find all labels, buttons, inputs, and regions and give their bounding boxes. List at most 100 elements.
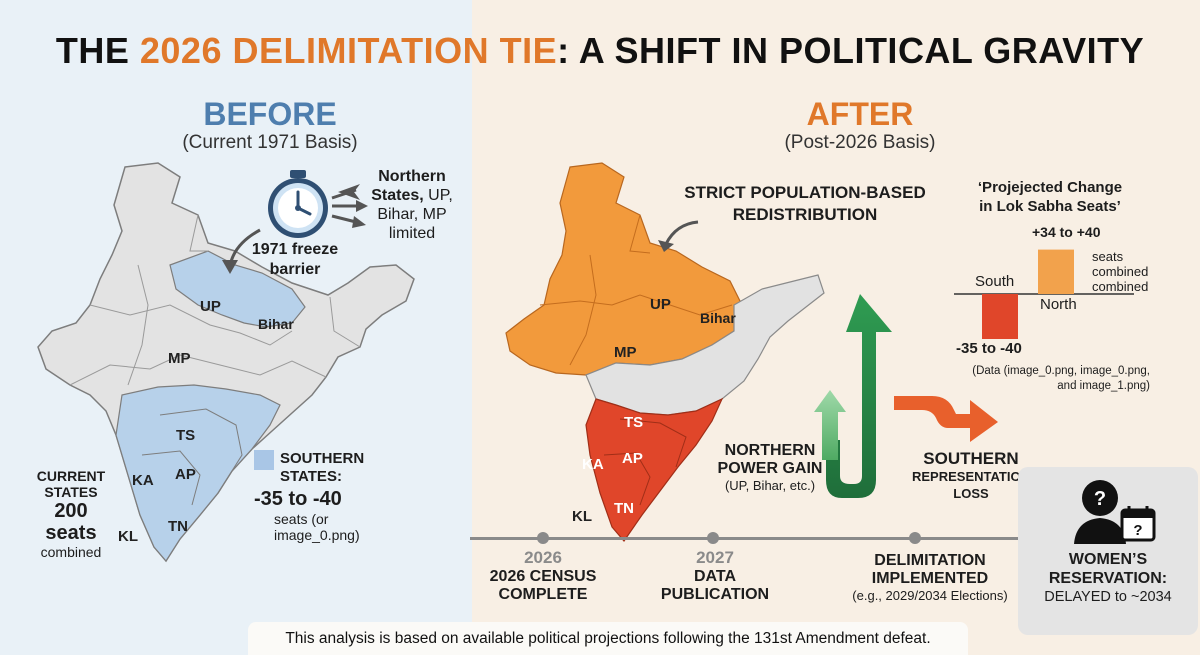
before-label-mp: MP: [168, 350, 191, 367]
projection-title-line1: ‘Projejected Change: [977, 179, 1123, 196]
projection-north-note2: combined: [1092, 264, 1149, 279]
timeline-item-3-line2: IMPLEMENTED: [871, 570, 989, 587]
after-heading: AFTER: [806, 96, 914, 132]
before-label-ap: AP: [175, 466, 196, 483]
southern-legend-detail: -35 to -40 seats (or image_0.png): [254, 488, 454, 543]
footer-note: This analysis is based on available poli…: [248, 622, 968, 655]
before-label-ts: TS: [176, 427, 196, 444]
main-title: THE 2026 DELIMITATION TIE: A SHIFT IN PO…: [55, 30, 1145, 71]
current-states-line2: STATES: [44, 484, 98, 500]
before-label-bihar: Bihar: [258, 316, 294, 332]
svg-text:?: ?: [1094, 488, 1106, 510]
northern-note: Northern States, UP, Bihar, MP limited: [362, 167, 462, 243]
projection-data-note: (Data (image_0.png, image_0.png, and ima…: [930, 364, 1150, 394]
southern-legend-note2: image_0.png): [274, 527, 360, 543]
current-states-line1: CURRENT: [36, 468, 106, 484]
northern-note-line3: Bihar, MP: [377, 206, 447, 223]
timeline-item-1-year: 2026: [524, 548, 562, 567]
after-subheading: (Post-2026 Basis): [784, 132, 936, 153]
northern-gain-arrow-icon: [814, 294, 892, 498]
northern-note-line4: limited: [388, 225, 436, 242]
projection-north-note3: combined: [1092, 279, 1149, 294]
womens-reservation-line3: DELAYED to ~2034: [1044, 589, 1172, 605]
current-states: CURRENT STATES 200 seats combined: [26, 468, 116, 560]
timeline-dot-3: [909, 532, 921, 544]
southern-legend-line1: SOUTHERN: [280, 450, 365, 467]
timeline-line: [470, 537, 1038, 540]
womens-reservation-icon: ? ?: [1074, 480, 1156, 544]
projection-north-range: +34 to +40: [1032, 224, 1101, 240]
projection-south-range: -35 to -40: [956, 340, 1022, 357]
before-heading: BEFORE: [203, 96, 337, 132]
after-label-ka: KA: [582, 456, 604, 473]
stopwatch-icon: [268, 170, 328, 238]
timeline-dot-2: [707, 532, 719, 544]
south-bar: [982, 294, 1018, 339]
redistribution-arrow-icon: [658, 220, 699, 252]
current-states-note: combined: [40, 544, 102, 560]
southern-loss-line2: REPRESENTATION: [912, 469, 1030, 484]
womens-reservation-text: WOMEN’S RESERVATION: DELAYED to ~2034: [1020, 550, 1196, 607]
timeline-item-1: 2026 2026 CENSUS COMPLETE: [478, 548, 608, 604]
southern-legend-note1: seats (or: [274, 511, 329, 527]
before-label-up: UP: [200, 298, 221, 315]
north-bar: [1038, 249, 1074, 294]
womens-reservation-line2: RESERVATION:: [1048, 570, 1168, 587]
before-india-map: [37, 162, 415, 563]
southern-legend-value: -35 to -40: [254, 488, 342, 510]
timeline-item-2: 2027 DATA PUBLICATION: [650, 548, 780, 604]
timeline-item-1-line2: COMPLETE: [498, 586, 588, 603]
freeze-label-line2: barrier: [269, 261, 321, 278]
southern-legend-line2: STATES:: [280, 468, 342, 485]
timeline-item-3-note: (e.g., 2029/2034 Elections): [852, 588, 1008, 603]
freeze-label: 1971 freeze barrier: [250, 240, 340, 280]
freeze-arrows-icon: [222, 184, 368, 274]
timeline-item-3: DELIMITATION IMPLEMENTED (e.g., 2029/203…: [840, 552, 1020, 603]
projection-south-label: South: [975, 273, 1015, 290]
southern-loss-arrow-icon: [894, 396, 998, 442]
timeline-item-3-line1: DELIMITATION: [874, 552, 986, 569]
after-india-map: [505, 162, 825, 542]
before-label-tn: TN: [168, 518, 188, 535]
timeline-item-2-line1: DATA: [693, 568, 737, 585]
northern-note-line1: Northern: [378, 168, 446, 185]
northern-gain-note: (UP, Bihar, etc.): [724, 478, 816, 493]
redistribution-line2: REDISTRIBUTION: [732, 205, 878, 224]
projection-north-note: seats combined combined: [1092, 249, 1148, 294]
projection-data-note2: and image_1.png): [1057, 380, 1150, 392]
southern-loss-label: SOUTHERN REPRESENTATION LOSS: [904, 450, 1038, 502]
after-label-ap: AP: [622, 450, 643, 467]
after-label-up: UP: [650, 296, 671, 313]
before-label-kl: KL: [118, 528, 138, 545]
timeline-dot-1: [537, 532, 549, 544]
after-label-bihar: Bihar: [700, 310, 736, 326]
current-states-value: 200: [54, 500, 88, 522]
southern-legend-swatch: [254, 450, 274, 470]
womens-reservation-line1: WOMEN’S: [1068, 551, 1148, 568]
projection-data-note1: (Data (image_0.png, image_0.png,: [972, 365, 1150, 377]
northern-note-line2: States, UP,: [371, 187, 453, 204]
southern-legend: SOUTHERN STATES:: [280, 450, 460, 486]
northern-gain-line2: POWER GAIN: [717, 460, 823, 477]
svg-text:?: ?: [1133, 522, 1142, 539]
projection-north-label: North: [1040, 296, 1077, 313]
after-south-region: [585, 397, 724, 542]
southern-loss-line3: LOSS: [953, 486, 989, 501]
timeline-item-2-year: 2027: [696, 548, 734, 567]
southern-loss-line1: SOUTHERN: [923, 449, 1019, 468]
freeze-label-line1: 1971 freeze: [251, 241, 339, 258]
redistribution-label: STRICT POPULATION-BASED REDISTRIBUTION: [670, 182, 940, 226]
projection-chart: [954, 249, 1134, 339]
redistribution-line1: STRICT POPULATION-BASED: [684, 183, 926, 202]
before-subheading: (Current 1971 Basis): [182, 132, 358, 153]
before-label-ka: KA: [132, 472, 154, 489]
northern-gain-line1: NORTHERN: [724, 442, 816, 459]
after-label-tn: TN: [614, 500, 634, 517]
northern-gain-label: NORTHERN POWER GAIN (UP, Bihar, etc.): [710, 442, 830, 493]
current-states-unit: seats: [45, 522, 97, 544]
projection-title: ‘Projejected Change in Lok Sabha Seats’: [952, 178, 1148, 216]
timeline-item-2-line2: PUBLICATION: [660, 586, 770, 603]
projection-north-note1: seats: [1092, 249, 1124, 264]
after-label-ts: TS: [624, 414, 644, 431]
after-label-kl: KL: [572, 508, 592, 525]
